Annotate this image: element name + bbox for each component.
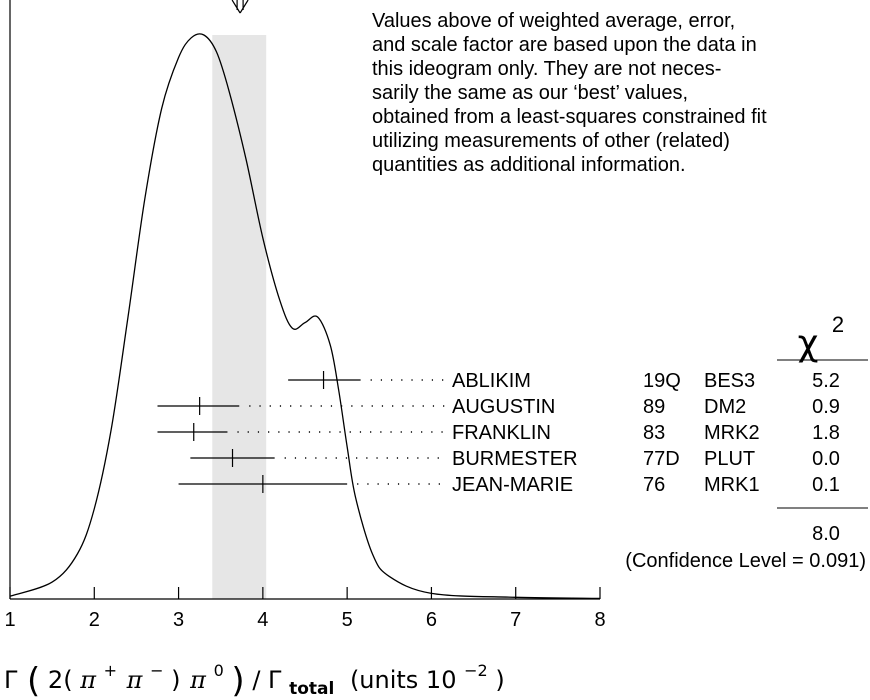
xlabel-sup-plus: + <box>104 661 117 680</box>
error-band <box>212 35 267 599</box>
measurement-experiment: DM2 <box>704 396 746 418</box>
x-ticks: 1 2 3 4 5 6 7 8 <box>4 587 606 631</box>
chi2-total: 8.0 <box>812 523 840 545</box>
measurement-experiment: BES3 <box>704 370 755 392</box>
confidence-level: (Confidence Level = 0.091) <box>625 550 866 572</box>
measurement-chi2: 1.8 <box>812 422 840 444</box>
note-line: quantities as additional information. <box>372 154 686 176</box>
measurement-bars <box>157 371 445 493</box>
x-tick-label: 3 <box>173 609 184 631</box>
weighted-average-arrow <box>231 0 249 14</box>
xlabel-pi-plus: π <box>79 666 97 694</box>
measurement-author: ABLIKIM <box>452 370 531 392</box>
x-tick-label: 2 <box>89 609 100 631</box>
measurement-year: 83 <box>643 422 665 444</box>
chi2-header: χ <box>798 323 819 364</box>
note-line: utilizing measurements of other (related… <box>372 130 730 152</box>
x-tick-label: 1 <box>4 609 15 631</box>
xlabel-units-close: ) <box>495 666 504 694</box>
x-tick-label: 4 <box>257 609 268 631</box>
measurement-chi2: 0.0 <box>812 448 840 470</box>
x-axis-label: Γ ( 2( π + π − ) π 0 ) / Γ total (units … <box>4 654 505 700</box>
measurement-year: 76 <box>643 474 665 496</box>
xlabel-sup-minus: − <box>150 661 163 680</box>
measurement-year: 77D <box>643 448 680 470</box>
note-line: Values above of weighted average, error, <box>372 10 735 32</box>
x-tick-label: 6 <box>426 609 437 631</box>
xlabel-units: (units 10 <box>350 666 457 694</box>
measurement-chi2: 5.2 <box>812 370 840 392</box>
note-line: this ideogram only. They are not neces- <box>372 58 721 80</box>
chi2-header-exponent: 2 <box>832 312 844 337</box>
measurement-experiment: PLUT <box>704 448 755 470</box>
xlabel-two: 2( <box>48 666 73 694</box>
ideogram-note: Values above of weighted average, error,… <box>372 10 767 176</box>
xlabel-units-exp: −2 <box>464 661 488 680</box>
measurement-author: AUGUSTIN <box>452 396 555 418</box>
svg-text:Γ ( 2( π: Γ ( 2( π + π − ) π 0 ) / Γ total (units … <box>4 654 505 700</box>
xlabel-pi-minus: π <box>126 666 144 694</box>
x-tick-label: 8 <box>594 609 605 631</box>
measurement-year: 19Q <box>643 370 681 392</box>
measurement-labels: ABLIKIM 19Q BES3 5.2 AUGUSTIN 89 DM2 0.9 FRANKLI… <box>452 370 840 496</box>
note-line: obtained from a least-squares constraine… <box>372 106 767 128</box>
xlabel-close: ) <box>171 666 180 694</box>
xlabel-slash: / <box>252 666 261 694</box>
xlabel-gamma: Γ <box>4 666 18 694</box>
xlabel-gamma-total: Γ <box>268 666 282 694</box>
xlabel-sup-zero: 0 <box>214 661 224 680</box>
xlabel-paren-close: ) <box>231 661 244 700</box>
measurement-chi2: 0.1 <box>812 474 840 496</box>
measurement-experiment: MRK2 <box>704 422 760 444</box>
x-tick-label: 7 <box>510 609 521 631</box>
measurement-year: 89 <box>643 396 665 418</box>
measurement-experiment: MRK1 <box>704 474 760 496</box>
measurement-author: FRANKLIN <box>452 422 551 444</box>
measurement-author: BURMESTER <box>452 448 578 470</box>
measurement-author: JEAN-MARIE <box>452 474 573 496</box>
xlabel-sub-total: total <box>289 679 334 699</box>
x-tick-label: 5 <box>342 609 353 631</box>
measurement-chi2: 0.9 <box>812 396 840 418</box>
note-line: and scale factor are based upon the data… <box>372 34 757 56</box>
ideogram-curve <box>9 33 601 600</box>
xlabel-paren-open: ( <box>27 661 40 700</box>
xlabel-pi-zero: π <box>189 666 207 694</box>
note-line: sarily the same as our ‘best’ values, <box>372 82 688 104</box>
